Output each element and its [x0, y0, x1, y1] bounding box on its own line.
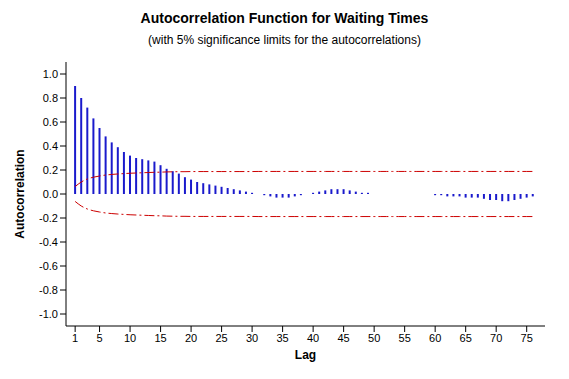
svg-text:0.2: 0.2 [43, 164, 58, 176]
svg-text:75: 75 [521, 332, 533, 344]
svg-text:-0.8: -0.8 [39, 284, 58, 296]
svg-text:70: 70 [490, 332, 502, 344]
svg-text:Autocorrelation: Autocorrelation [13, 149, 27, 238]
svg-text:0.4: 0.4 [43, 140, 58, 152]
svg-text:5: 5 [96, 332, 102, 344]
svg-text:1: 1 [72, 332, 78, 344]
svg-text:50: 50 [368, 332, 380, 344]
svg-text:25: 25 [215, 332, 227, 344]
svg-text:10: 10 [124, 332, 136, 344]
svg-text:60: 60 [429, 332, 441, 344]
svg-text:40: 40 [307, 332, 319, 344]
html-text:(with 5% significance limits f: (with 5% significance limits for the aut… [148, 33, 421, 47]
svg-text:0.8: 0.8 [43, 92, 58, 104]
svg-text:30: 30 [246, 332, 258, 344]
svg-text:0.0: 0.0 [43, 188, 58, 200]
svg-text:0.6: 0.6 [43, 116, 58, 128]
html-text:Autocorrelation Function for W: Autocorrelation Function for Waiting Tim… [140, 10, 429, 26]
svg-text:-0.2: -0.2 [39, 212, 58, 224]
svg-text:-0.4: -0.4 [39, 236, 58, 248]
svg-text:45: 45 [338, 332, 350, 344]
svg-text:15: 15 [154, 332, 166, 344]
svg-text:-0.6: -0.6 [39, 260, 58, 272]
svg-text:Lag: Lag [295, 348, 316, 362]
svg-text:55: 55 [399, 332, 411, 344]
svg-text:65: 65 [460, 332, 472, 344]
svg-text:-1.0: -1.0 [39, 308, 58, 320]
svg-text:1.0: 1.0 [43, 68, 58, 80]
svg-text:35: 35 [276, 332, 288, 344]
svg-text:20: 20 [185, 332, 197, 344]
